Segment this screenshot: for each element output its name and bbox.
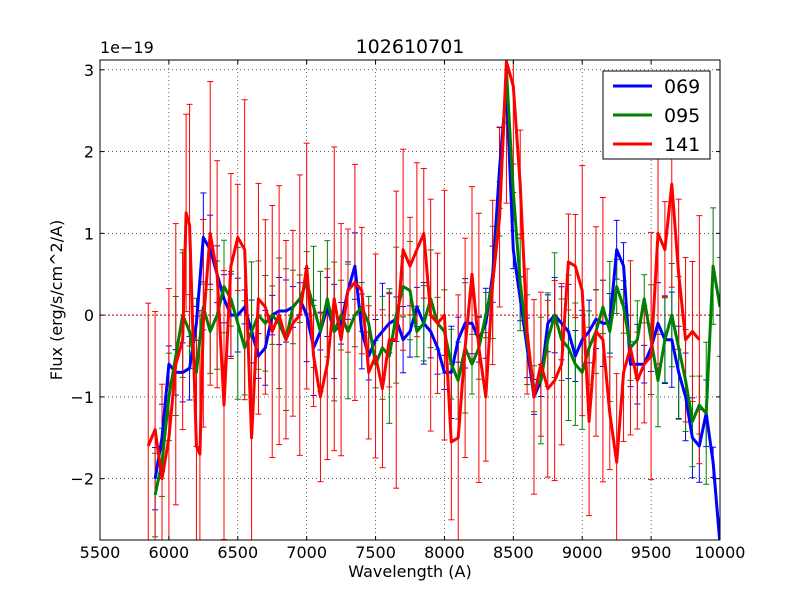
series-lines [146, 60, 720, 540]
x-tick-label: 6000 [149, 543, 190, 562]
x-tick-label: 5500 [80, 543, 121, 562]
x-tick-label: 6500 [217, 543, 258, 562]
x-axis-label: Wavelength (A) [348, 562, 471, 581]
chart-title: 102610701 [356, 36, 465, 58]
legend-label-095: 095 [664, 105, 700, 127]
x-tick-label: 8500 [493, 543, 534, 562]
y-axis-label: Flux (erg/s/cm^2/A) [47, 220, 66, 381]
x-tick-label: 8000 [424, 543, 465, 562]
legend-label-141: 141 [664, 134, 700, 156]
series-line-069 [153, 84, 720, 540]
y-tick-label: 3 [84, 61, 94, 80]
x-tick-label: 9500 [631, 543, 672, 562]
y-tick-label: 1 [84, 224, 94, 243]
x-tick-label: 9000 [562, 543, 603, 562]
y-tick-label: 2 [84, 143, 94, 162]
legend-label-069: 069 [664, 76, 700, 98]
y-tick-label: −1 [70, 388, 94, 407]
x-tick-label: 7500 [355, 543, 396, 562]
series-line-141 [146, 60, 701, 481]
plot-frame [99, 59, 721, 541]
x-tick-label: 7000 [286, 543, 327, 562]
y-tick-label: −2 [70, 470, 94, 489]
y-ticks: −2 −1 0 1 2 3 [70, 61, 720, 489]
y-tick-label: 0 [84, 306, 94, 325]
x-ticks: 5500 6000 6500 7000 7500 8000 8500 9000 9500 1000… [80, 60, 746, 562]
y-scale-offset-label: 1e−19 [100, 38, 154, 57]
x-tick-label: 10000 [695, 543, 746, 562]
legend: 069 095 141 [602, 70, 711, 160]
